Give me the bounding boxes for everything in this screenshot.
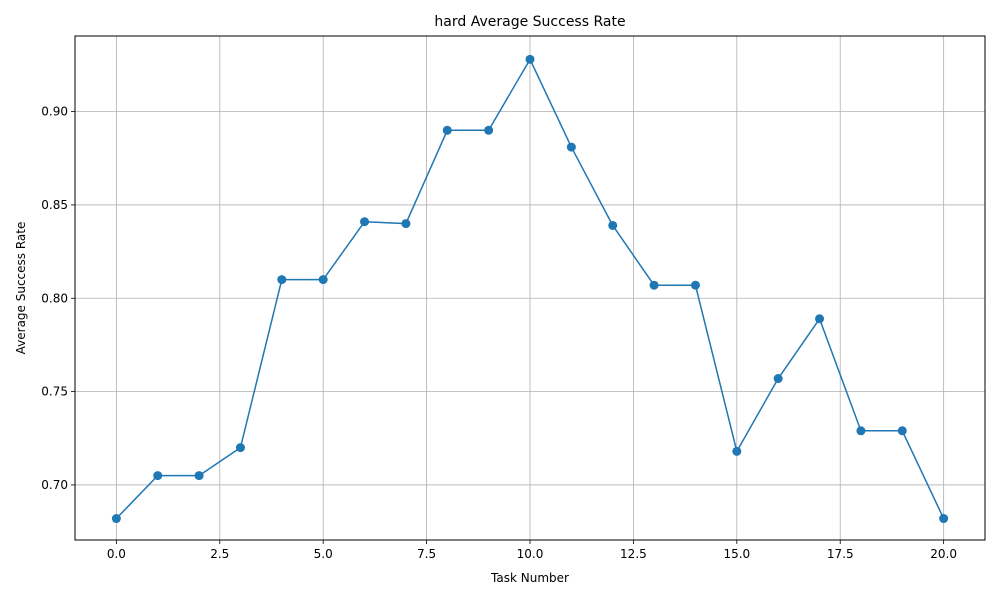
x-tick-label: 17.5: [827, 547, 854, 561]
x-tick-label: 7.5: [417, 547, 436, 561]
x-tick-label: 12.5: [620, 547, 647, 561]
data-point: [401, 219, 411, 229]
data-point: [856, 426, 866, 436]
chart-title: hard Average Success Rate: [434, 14, 625, 30]
y-axis-ticks: 0.70 0.75 0.80 0.85 0.90: [41, 105, 75, 492]
series-layer: [111, 54, 949, 524]
grid-lines: [75, 36, 985, 540]
data-point: [773, 374, 783, 384]
x-axis-ticks: 0.0 2.5 5.0 7.5 10.0 12.5 15.0 17.5 20.0: [107, 540, 957, 561]
data-point: [690, 280, 700, 290]
data-point: [608, 220, 618, 230]
data-point: [277, 275, 287, 285]
data-point: [732, 446, 742, 456]
data-point: [815, 314, 825, 324]
data-point: [566, 142, 576, 152]
x-tick-label: 2.5: [210, 547, 229, 561]
data-point: [525, 54, 535, 64]
data-point: [111, 514, 121, 524]
x-tick-label: 5.0: [314, 547, 333, 561]
data-point: [235, 443, 245, 453]
x-axis-label: Task Number: [490, 571, 569, 585]
y-tick-label: 0.90: [41, 105, 68, 119]
data-point: [649, 280, 659, 290]
data-point: [360, 217, 370, 227]
data-point: [318, 275, 328, 285]
data-point: [939, 514, 949, 524]
x-tick-label: 0.0: [107, 547, 126, 561]
y-tick-label: 0.80: [41, 291, 68, 305]
y-tick-label: 0.75: [41, 385, 68, 399]
data-point: [442, 125, 452, 135]
data-point: [153, 471, 163, 481]
data-point: [194, 471, 204, 481]
x-tick-label: 20.0: [930, 547, 957, 561]
x-tick-label: 15.0: [723, 547, 750, 561]
y-axis-label: Average Success Rate: [14, 222, 28, 355]
y-tick-label: 0.85: [41, 198, 68, 212]
y-tick-label: 0.70: [41, 478, 68, 492]
data-point: [484, 125, 494, 135]
data-point: [897, 426, 907, 436]
x-tick-label: 10.0: [517, 547, 544, 561]
